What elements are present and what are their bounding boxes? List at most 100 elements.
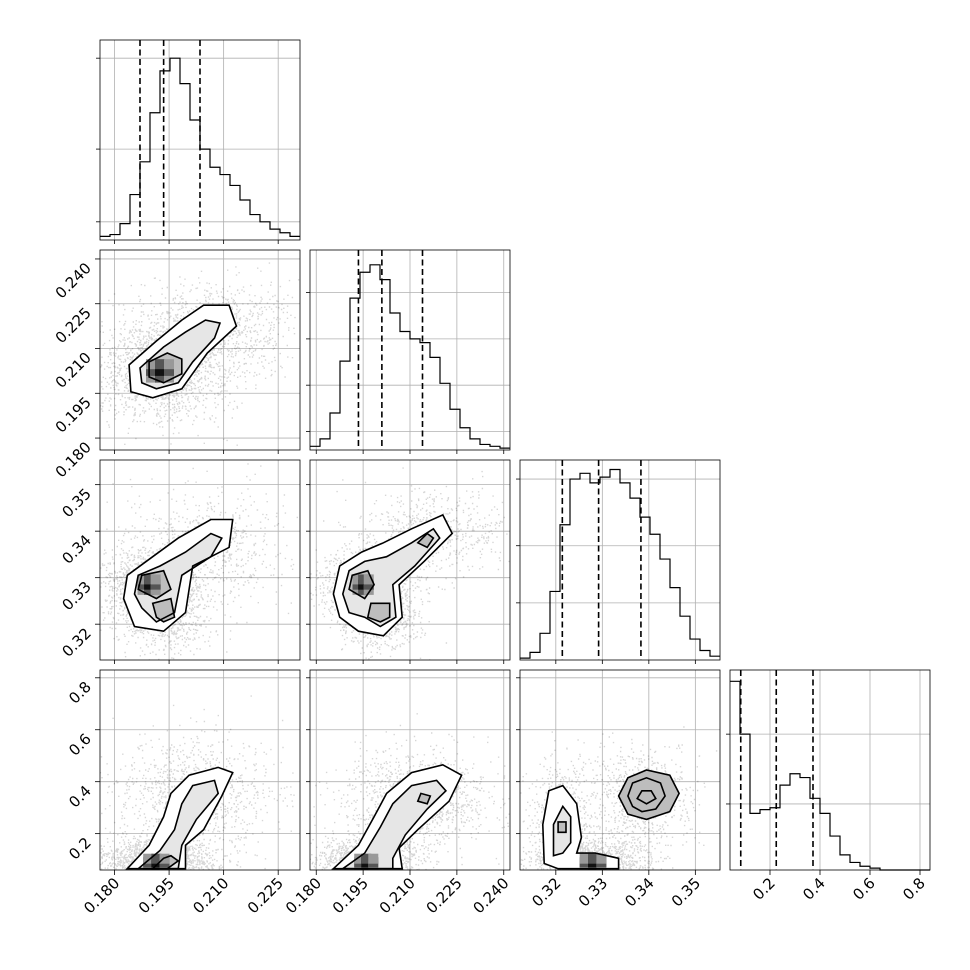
y-tick-label: 0.4 xyxy=(65,782,95,812)
y-tick-label: 0.32 xyxy=(58,624,94,660)
scatter-points xyxy=(100,463,298,660)
x-tick-label: 0.195 xyxy=(135,874,178,917)
density-cell xyxy=(363,574,374,585)
x-tick-label: 0.180 xyxy=(80,874,123,917)
contour-line xyxy=(133,532,223,623)
x-tick-label: 0.210 xyxy=(376,874,419,917)
y-tick-label: 0.180 xyxy=(52,438,95,481)
x-tick-label: 0.210 xyxy=(189,874,232,917)
density-cell xyxy=(146,359,156,370)
density-panel-p2_vs_p1 xyxy=(99,249,301,451)
contour-line xyxy=(135,779,220,870)
density-cell xyxy=(361,853,372,864)
contour-line xyxy=(137,569,172,600)
density-cell xyxy=(579,853,590,864)
contour-line xyxy=(125,766,234,870)
contour-line xyxy=(332,513,454,637)
scatter-points xyxy=(310,713,510,870)
density-cell xyxy=(155,372,165,383)
scatter-points xyxy=(520,726,718,870)
y-tick-label: 0.34 xyxy=(58,531,94,567)
density-panel-p4_vs_p2 xyxy=(309,669,511,871)
panel-frame xyxy=(99,669,301,871)
density-cell xyxy=(144,579,155,590)
panel-frame xyxy=(99,459,301,661)
histogram-step xyxy=(100,57,300,237)
density-cell xyxy=(363,579,374,590)
density-cell xyxy=(137,579,148,590)
density-cell xyxy=(368,853,379,864)
density-cell xyxy=(358,579,369,590)
contour-line xyxy=(552,804,572,857)
hist-panel-2 xyxy=(306,249,511,451)
y-tick-label: 0.210 xyxy=(52,349,95,392)
density-cell xyxy=(354,853,365,864)
x-tick-label: 0.180 xyxy=(282,874,325,917)
contour-line xyxy=(636,790,657,805)
x-tick-label: 0.240 xyxy=(469,874,512,917)
x-tick-label: 0.8 xyxy=(899,874,929,904)
density-cell xyxy=(164,372,174,383)
density-cell xyxy=(155,365,165,376)
contour-fill xyxy=(558,821,566,833)
hist-panel-3 xyxy=(516,459,721,661)
x-tick-label: 0.35 xyxy=(668,874,704,910)
density-cell xyxy=(352,574,363,585)
x-tick-label: 0.225 xyxy=(423,874,466,917)
contour-line xyxy=(150,854,180,870)
histogram-step xyxy=(730,680,930,871)
density-cell xyxy=(151,853,162,864)
y-tick-label: 0.35 xyxy=(58,485,94,521)
contour-line xyxy=(348,569,376,600)
contour-line xyxy=(416,532,435,549)
contour-line xyxy=(122,518,234,633)
contour-line xyxy=(331,763,463,870)
contour-line xyxy=(627,776,666,813)
contour-fill xyxy=(138,780,219,869)
density-cell xyxy=(352,584,363,595)
panel-frame xyxy=(99,249,301,451)
x-tick-label: 0.33 xyxy=(575,874,611,910)
x-tick-label: 0.6 xyxy=(849,874,879,904)
x-tick-label: 0.4 xyxy=(799,874,829,904)
scatter-points xyxy=(100,695,295,870)
density-cell xyxy=(150,584,161,595)
density-cell xyxy=(155,359,165,370)
density-panel-p3_vs_p2 xyxy=(309,459,511,661)
y-tick-label: 0.240 xyxy=(52,259,95,302)
contour-fill xyxy=(342,528,440,627)
density-cell xyxy=(596,853,607,864)
contour-line xyxy=(557,821,567,834)
hist-panel-4 xyxy=(726,669,931,871)
contour-line xyxy=(416,792,432,805)
density-cell xyxy=(150,574,161,585)
histogram-step xyxy=(310,264,510,449)
density-cell xyxy=(363,584,374,595)
panel-frame xyxy=(729,669,931,871)
panel-frame xyxy=(99,39,301,241)
y-tick-label: 0.2 xyxy=(65,834,95,864)
contour-fill xyxy=(417,793,431,804)
density-cell xyxy=(144,584,155,595)
x-tick-label: 0.2 xyxy=(749,874,779,904)
x-tick-label: 0.225 xyxy=(244,874,287,917)
density-cell xyxy=(146,365,156,376)
contour-line xyxy=(366,602,391,623)
density-cell xyxy=(164,365,174,376)
density-panel-p4_vs_p1 xyxy=(99,669,301,871)
y-tick-label: 0.33 xyxy=(58,578,94,614)
contour-line xyxy=(341,527,441,628)
density-cell xyxy=(358,574,369,585)
contour-line xyxy=(148,352,183,384)
density-cell xyxy=(137,584,148,595)
y-tick-label: 0.195 xyxy=(52,393,95,436)
density-cell xyxy=(352,579,363,590)
contour-line xyxy=(128,304,238,399)
density-panel-p4_vs_p3 xyxy=(519,669,721,871)
density-cell xyxy=(358,584,369,595)
histogram-step xyxy=(520,468,720,659)
x-tick-label: 0.195 xyxy=(329,874,372,917)
contour-line xyxy=(139,319,222,390)
contour-fill xyxy=(134,533,222,622)
